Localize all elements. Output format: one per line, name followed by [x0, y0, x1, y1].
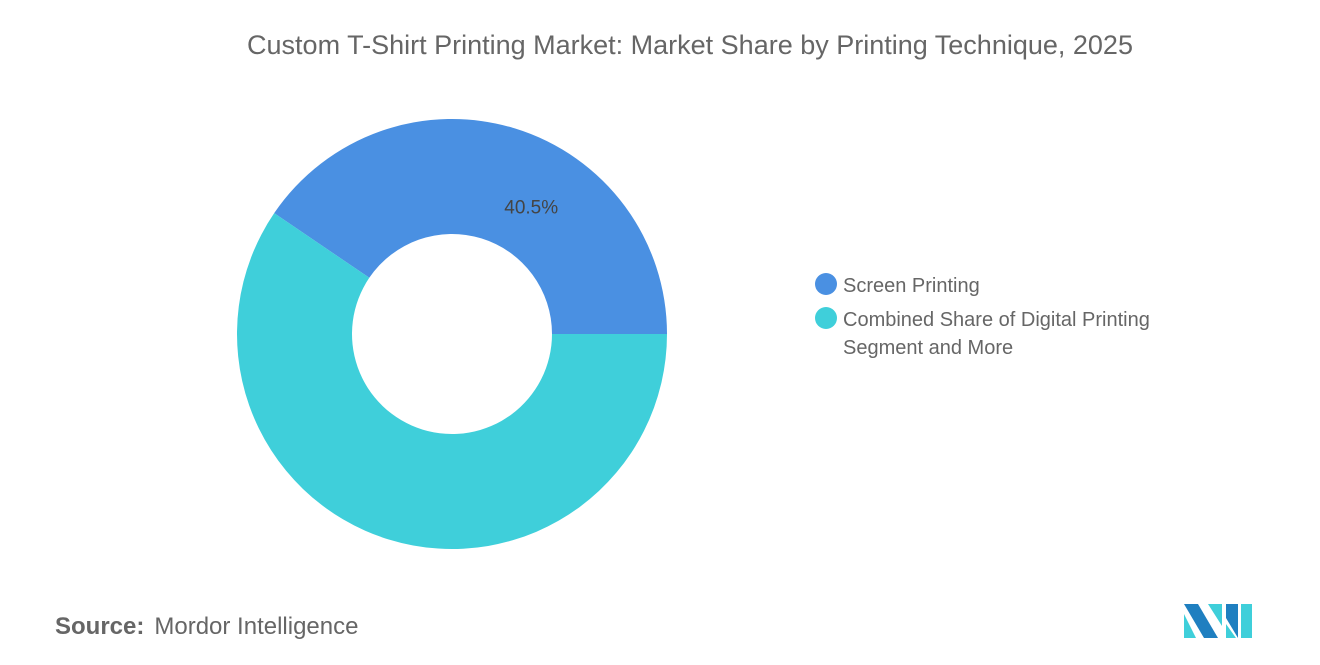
legend-label: Screen Printing — [843, 275, 980, 297]
legend-item-screen-printing: Screen Printing — [815, 272, 1213, 300]
legend-item-digital-printing: Combined Share of Digital Printing Segme… — [815, 306, 1213, 362]
source-value: Mordor Intelligence — [154, 613, 359, 640]
legend-swatch — [815, 307, 837, 329]
mordor-intelligence-logo — [1184, 604, 1252, 638]
slice-label: 40.5% — [504, 198, 558, 219]
source-note: Source: Mordor Intelligence — [55, 613, 358, 641]
donut-slice — [274, 118, 667, 334]
donut-slice — [236, 213, 667, 549]
legend-swatch — [815, 273, 837, 295]
legend: Screen Printing Combined Share of Digita… — [815, 272, 1213, 368]
chart-title: Custom T-Shirt Printing Market: Market S… — [247, 30, 1133, 60]
source-label: Source: — [55, 613, 145, 640]
legend-label: Combined Share of Digital Printing Segme… — [843, 309, 1150, 359]
